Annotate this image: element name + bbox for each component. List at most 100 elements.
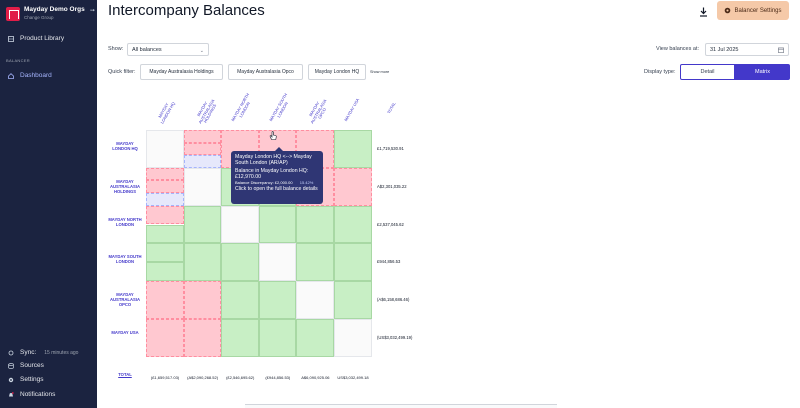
matrix-cell-empty bbox=[334, 319, 372, 357]
matrix-cell-matched[interactable] bbox=[146, 262, 184, 282]
matrix-cell-unmatched[interactable] bbox=[183, 155, 222, 168]
sidebar-item-label: Notifications bbox=[20, 391, 56, 398]
matrix-column-header: MAYDAY USA bbox=[343, 97, 361, 122]
show-select[interactable]: All balances ⌄ bbox=[127, 43, 209, 56]
matrix-cell-matched[interactable] bbox=[146, 224, 184, 244]
matrix-cell-matched[interactable] bbox=[334, 243, 372, 282]
matrix-cell-empty bbox=[258, 243, 297, 282]
matrix-cell-empty bbox=[296, 281, 334, 319]
matrix-column-total: (£944,856.53) bbox=[265, 375, 291, 380]
matrix-cell-matched[interactable] bbox=[258, 205, 297, 244]
show-more-link[interactable]: Show more bbox=[370, 70, 390, 74]
calendar-icon bbox=[778, 47, 784, 53]
matrix-row-header[interactable]: MAYDAY AUSTRALASIA HOLDINGS bbox=[109, 178, 140, 194]
page-title: Intercompany Balances bbox=[108, 2, 265, 19]
bottom-panel-edge bbox=[245, 404, 557, 408]
display-detail-toggle[interactable]: Detail bbox=[680, 64, 735, 80]
matrix-row-header[interactable]: MAYDAY USA bbox=[111, 329, 139, 335]
matrix-cell-discrepancy[interactable] bbox=[183, 142, 222, 156]
sidebar-item-product-library[interactable]: Product Library bbox=[8, 35, 64, 42]
view-balances-label: View balances at: bbox=[656, 46, 700, 52]
sidebar-item-label: Product Library bbox=[20, 35, 65, 42]
matrix-row-total: £944,856.53 bbox=[377, 259, 401, 265]
quick-filter-label: Quick filter: bbox=[108, 69, 136, 75]
show-select-value: All balances bbox=[132, 46, 162, 53]
sidebar-item-notifications[interactable]: Notifications bbox=[8, 391, 55, 398]
matrix-column-total: (£2,546,695.62) bbox=[226, 375, 255, 380]
matrix-cell-discrepancy[interactable] bbox=[146, 205, 184, 225]
sync-label: Sync: bbox=[20, 349, 37, 356]
matrix-cell-discrepancy[interactable] bbox=[146, 319, 184, 357]
display-type-label: Display type: bbox=[644, 69, 676, 75]
tooltip-hint: Click to open the full balance details bbox=[235, 186, 318, 192]
sidebar-item-sources[interactable]: Sources bbox=[8, 362, 44, 369]
tooltip-balance-label: Balance in Mayday London HQ: bbox=[235, 168, 309, 174]
quick-filter-chip[interactable]: Mayday Australasia Holdings bbox=[140, 64, 223, 80]
matrix-cell-discrepancy[interactable] bbox=[146, 281, 184, 319]
matrix-cell-matched[interactable] bbox=[221, 319, 259, 357]
balancer-settings-label: Balancer Settings bbox=[734, 7, 782, 14]
matrix-cell-discrepancy[interactable] bbox=[183, 130, 222, 143]
view-date-input[interactable]: 31 Jul 2025 bbox=[705, 43, 789, 56]
matrix-cell-matched[interactable] bbox=[258, 281, 297, 319]
matrix-cell-matched[interactable] bbox=[258, 319, 297, 357]
matrix-cell-matched[interactable] bbox=[334, 130, 372, 168]
matrix-column-header: MAYDAY LONDON HQ bbox=[157, 100, 176, 125]
matrix-column-total: (A$2,090,268.52) bbox=[187, 375, 219, 380]
matrix-row-header[interactable]: MAYDAY NORTH LONDON bbox=[108, 216, 142, 227]
matrix-cell-discrepancy[interactable] bbox=[334, 167, 372, 206]
matrix-column-header: MAYDAY AUSTRALASIA HOLDINGS bbox=[195, 97, 217, 125]
matrix-row-header[interactable]: MAYDAY AUSTRALASIA OPCO bbox=[109, 292, 140, 308]
show-label: Show: bbox=[108, 46, 124, 52]
display-matrix-toggle[interactable]: Matrix bbox=[735, 64, 790, 80]
matrix-cell-unmatched[interactable] bbox=[146, 193, 184, 206]
sync-time: 15 minutes ago bbox=[44, 349, 79, 356]
matrix-row-total: (US$3,032,499.19) bbox=[377, 334, 413, 340]
home-icon bbox=[8, 72, 14, 79]
quick-filter-chip[interactable]: Mayday Australasia Opco bbox=[228, 64, 303, 80]
hand-cursor-icon bbox=[269, 131, 277, 140]
download-icon[interactable] bbox=[699, 7, 708, 17]
matrix-row-total: £1,719,530.91 bbox=[377, 145, 404, 151]
gear-icon bbox=[725, 7, 731, 14]
balance-tooltip[interactable]: Mayday London HQ <--> Mayday South Londo… bbox=[231, 147, 323, 204]
matrix-cell-matched[interactable] bbox=[183, 205, 222, 244]
pin-icon[interactable]: ➙ bbox=[90, 8, 96, 14]
matrix-cell-discrepancy[interactable] bbox=[146, 180, 184, 193]
matrix-column-total: (£1,659,517.03) bbox=[150, 375, 180, 380]
sync-icon bbox=[8, 350, 14, 355]
balancer-settings-button[interactable]: Balancer Settings bbox=[717, 1, 789, 20]
bell-icon bbox=[9, 391, 14, 396]
matrix-cell-matched[interactable] bbox=[146, 243, 184, 263]
matrix-row-header[interactable]: MAYDAY SOUTH LONDON bbox=[108, 254, 142, 265]
matrix-cell-discrepancy[interactable] bbox=[146, 167, 184, 181]
sidebar-item-sync[interactable]: Sync: 15 minutes ago bbox=[8, 349, 78, 356]
book-icon bbox=[8, 35, 14, 42]
quick-filter-chip[interactable]: Mayday London HQ bbox=[308, 64, 366, 80]
matrix-cell-matched[interactable] bbox=[334, 281, 372, 319]
matrix-column-header: MAYDAY SOUTH LONDON bbox=[267, 92, 289, 122]
matrix-cell-discrepancy[interactable] bbox=[183, 281, 222, 319]
sidebar-item-label: Dashboard bbox=[20, 72, 52, 79]
matrix-total-column-header: TOTAL bbox=[386, 101, 397, 115]
matrix-cell-matched[interactable] bbox=[183, 243, 222, 282]
matrix-cell-discrepancy[interactable] bbox=[183, 319, 222, 357]
matrix-cell-matched[interactable] bbox=[296, 205, 334, 244]
sidebar-item-dashboard[interactable]: Dashboard bbox=[8, 72, 52, 79]
matrix-cell-matched[interactable] bbox=[221, 243, 259, 282]
sidebar-item-settings[interactable]: Settings bbox=[8, 376, 44, 383]
matrix-total-row-label[interactable]: TOTAL bbox=[118, 372, 132, 377]
tooltip-discrepancy-pct: 15.42% bbox=[299, 180, 314, 185]
matrix-cell-matched[interactable] bbox=[296, 243, 334, 282]
matrix-cell-matched[interactable] bbox=[221, 281, 259, 319]
sidebar: Mayday Demo Orgs Change Group ➙ Product … bbox=[0, 0, 97, 408]
org-switcher[interactable]: Mayday Demo Orgs Change Group ➙ bbox=[6, 6, 96, 24]
matrix-cell-matched[interactable] bbox=[334, 205, 372, 244]
matrix-row-total: (A$6,158,686.46) bbox=[377, 297, 410, 303]
org-name: Mayday Demo Orgs bbox=[24, 6, 85, 13]
org-logo-icon bbox=[6, 7, 20, 21]
matrix-cell-matched[interactable] bbox=[296, 319, 334, 357]
matrix-row-total: A$2,301,035.22 bbox=[377, 183, 407, 189]
matrix-row-header[interactable]: MAYDAY LONDON HQ bbox=[112, 140, 138, 151]
